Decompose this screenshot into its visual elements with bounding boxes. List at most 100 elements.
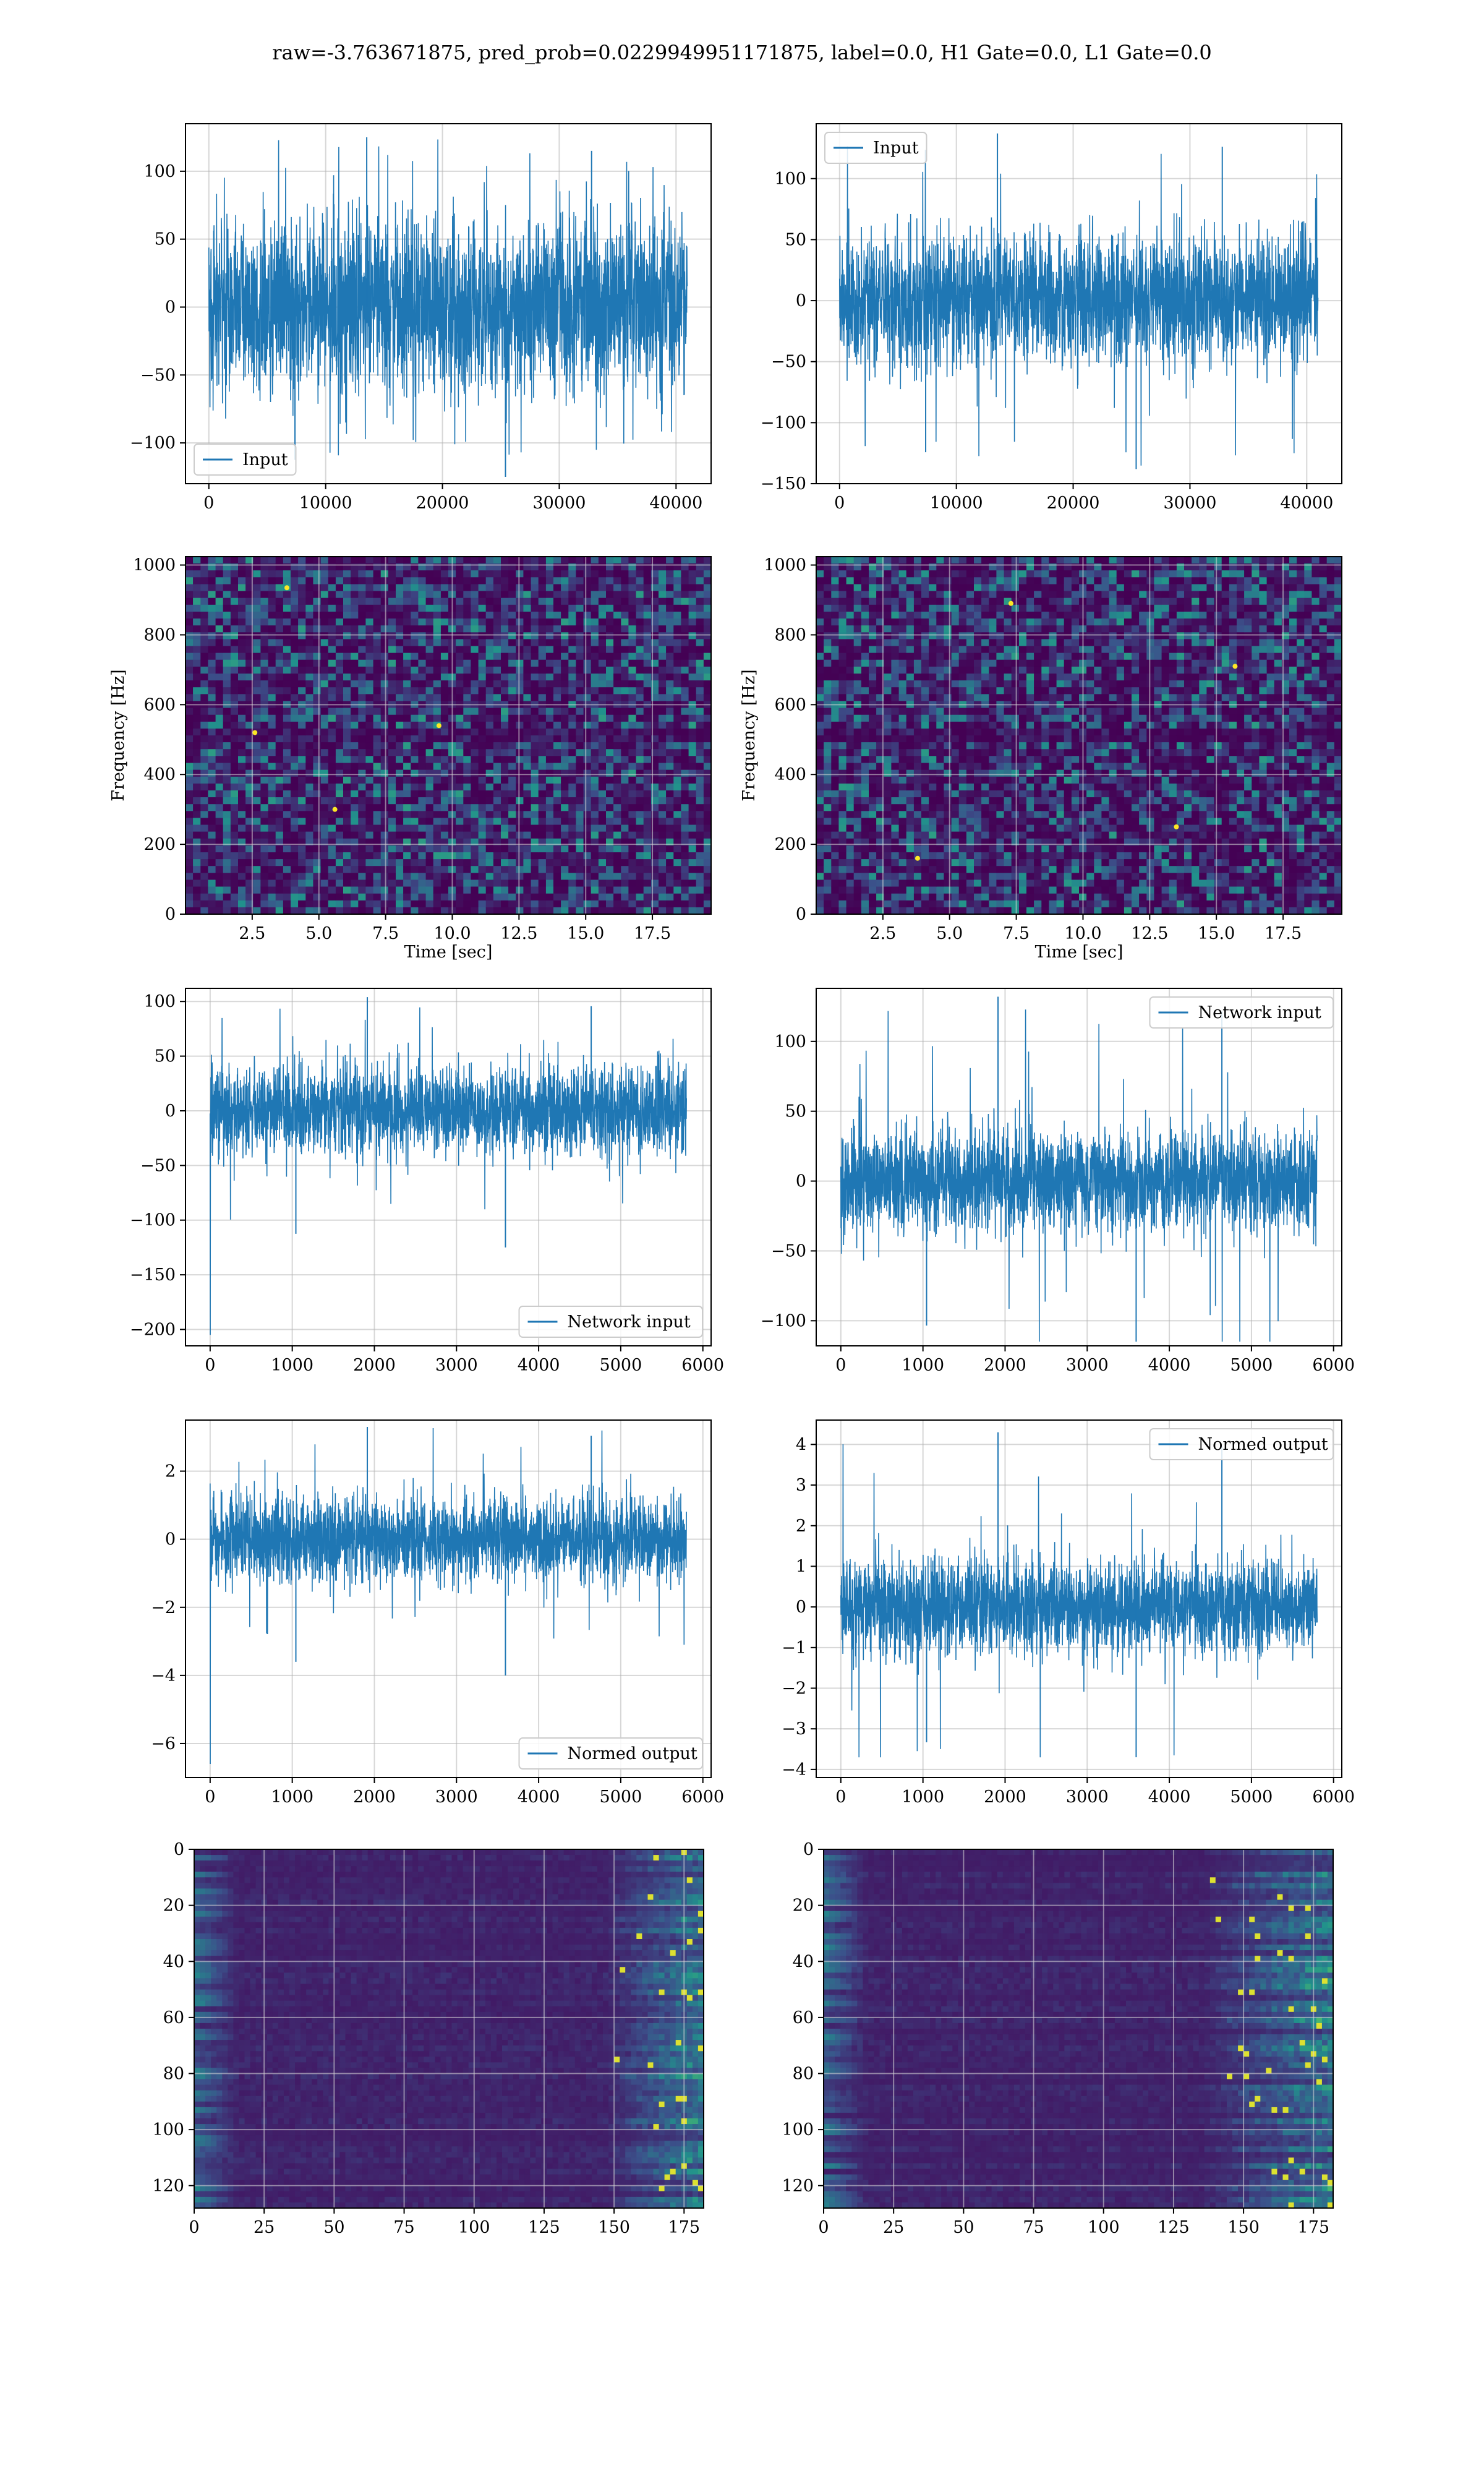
spectrogram-cell [576,570,584,578]
spectrogram-cell [650,907,659,915]
spectrogram-cell [846,831,855,839]
spectrogram-cell [929,577,937,584]
spectrogram-cell [223,783,231,791]
spectrogram-cell [200,632,208,640]
spectrogram-cell [666,831,674,839]
spectrogram-cell [628,742,637,750]
spectrogram-cell [538,886,547,894]
spectrogram-cell [974,591,982,599]
spectrogram-cell [200,728,208,736]
spectrogram-cell [501,907,509,915]
spectrogram-cell [583,852,592,860]
spectrogram-cell [636,708,644,716]
spectrogram-cell [245,818,254,826]
spectrogram-cell [703,804,712,811]
spectrogram-cell [981,763,989,771]
spectrogram-cell [283,776,291,784]
spectrogram-cell [929,625,937,633]
spectrogram-cell [260,653,269,661]
spectrogram-cell [531,824,539,833]
spectrogram-cell [613,776,621,784]
spectrogram-cell [576,563,584,571]
spectrogram-cell [838,804,847,811]
spectrogram-cell [365,797,374,805]
spectrogram-cell [343,907,351,915]
spectrogram-cell [944,811,952,818]
spectrogram-cell [335,811,344,818]
spectrogram-cell [305,618,313,626]
spectrogram-cell [703,783,712,791]
spectrogram-cell [591,831,599,839]
spectrogram-cell [944,838,952,846]
spectrogram-cell [966,577,974,584]
spectrogram-cell [853,604,862,612]
spectrogram-cell [380,632,389,640]
spectrogram-cell [343,742,351,750]
spectrogram-cell [223,900,231,908]
spectrogram-cell [545,880,554,888]
spectrogram-cell [298,900,306,908]
spectrogram-cell [906,756,915,763]
spectrogram-cell [621,604,629,612]
spectrogram-cell [230,570,239,578]
spectrogram-cell [418,893,427,901]
spectrogram-cell [929,818,937,826]
spectrogram-cell [268,866,276,873]
spectrogram-cell [463,907,471,915]
spectrogram-cell [516,694,524,701]
spectrogram-cell [245,776,254,784]
spectrogram-cell [223,797,231,805]
spectrogram-cell [200,811,208,818]
spectrogram-cell [636,900,644,908]
spectrogram-cell [929,570,937,578]
spectrogram-cell [186,811,194,818]
spectrogram-cell [238,584,246,592]
spectrogram-cell [418,728,427,736]
spectrogram-cell [320,687,329,695]
spectrogram-cell [223,646,231,654]
spectrogram-cell [351,831,359,839]
spectrogram-cell [478,674,487,681]
spectrogram-cell [230,866,239,873]
spectrogram-cell [650,866,659,873]
spectrogram-cell [388,563,396,571]
spectrogram-cell [583,831,592,839]
spectrogram-cell [440,659,449,667]
spectrogram-cell [208,797,216,805]
spectrogram-cell [305,632,313,640]
spectrogram-cell [335,694,344,701]
spectrogram-cell [403,873,411,880]
spectrogram-cell [358,852,366,860]
spectrogram-cell [561,818,569,826]
spectrogram-cell [876,852,884,860]
spectrogram-cell [884,687,892,695]
spectrogram-cell [463,659,471,667]
spectrogram-cell [944,563,952,571]
spectrogram-cell [816,880,824,888]
spectrogram-cell [576,893,584,901]
spectrogram-cell [673,859,681,867]
spectrogram-cell [846,880,855,888]
spectrogram-cell [418,735,427,743]
spectrogram-cell [583,893,592,901]
spectrogram-cell [238,769,246,777]
spectrogram-cell [568,811,576,818]
spectrogram-cell [238,845,246,853]
spectrogram-cell [305,563,313,571]
spectrogram-cell [463,880,471,888]
spectrogram-cell [553,570,561,578]
spectrogram-cell [643,591,652,599]
spectrogram-cell [989,653,997,661]
spectrogram-cell [275,797,284,805]
spectrogram-cell [898,776,907,784]
spectrogram-cell [831,653,839,661]
spectrogram-cell [906,687,915,695]
spectrogram-cell [351,811,359,818]
y-tick-label: −100 [130,434,176,453]
spectrogram-cell [898,824,907,833]
spectrogram-cell [898,742,907,750]
spectrogram-cell [981,708,989,716]
spectrogram-cell [230,811,239,818]
x-tick-label: 0 [203,494,214,513]
spectrogram-cell [869,866,877,873]
